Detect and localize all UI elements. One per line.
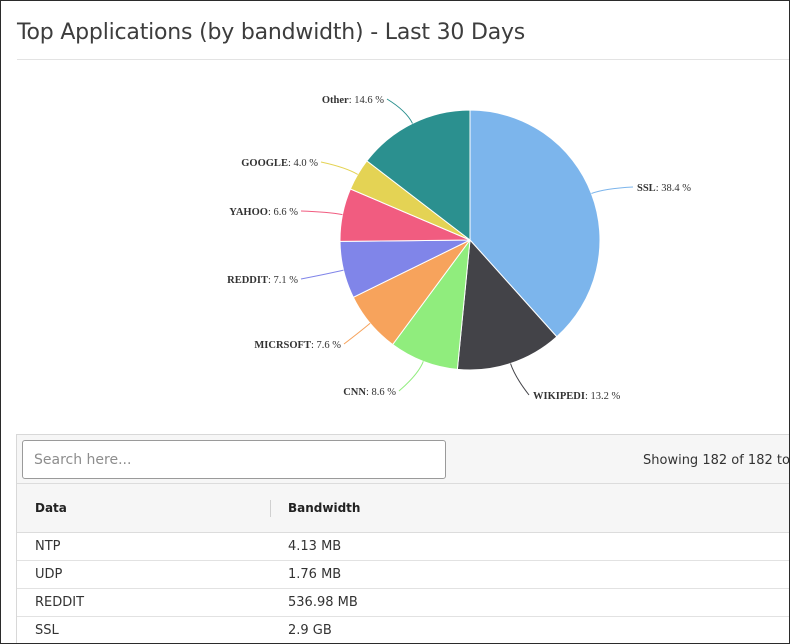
cell-bandwidth: 536.98 MB xyxy=(288,595,358,610)
grid-toolbar: Showing 182 of 182 total xyxy=(17,435,790,484)
pie-label-other: Other: 14.6 % xyxy=(322,95,384,106)
cell-data: NTP xyxy=(35,539,61,554)
data-grid: Showing 182 of 182 total Data Bandwidth … xyxy=(16,434,790,643)
table-header: Data Bandwidth xyxy=(17,484,789,533)
pie-connector-other xyxy=(386,98,413,124)
pie-connector-cnn xyxy=(398,361,424,392)
pie-label-micrsoft: MICRSOFT: 7.6 % xyxy=(254,340,341,351)
cell-bandwidth: 4.13 MB xyxy=(288,539,342,554)
cell-data: SSL xyxy=(35,623,59,638)
pie-connector-google xyxy=(320,161,359,175)
pie-slice-wikipedi[interactable] xyxy=(456,238,558,371)
cell-data: UDP xyxy=(35,567,63,582)
pie-connector-yahoo xyxy=(300,210,343,216)
cell-bandwidth: 2.9 GB xyxy=(288,623,332,638)
table-row[interactable]: UDP 1.76 MB xyxy=(17,561,789,589)
pie-slice-other[interactable] xyxy=(366,109,471,242)
column-divider xyxy=(270,500,271,517)
pie-label-reddit: REDDIT: 7.1 % xyxy=(227,275,298,286)
page-title: Top Applications (by bandwidth) - Last 3… xyxy=(17,20,526,45)
table-row[interactable]: REDDIT 536.98 MB xyxy=(17,589,789,617)
pie-label-yahoo: YAHOO: 6.6 % xyxy=(229,207,298,218)
row-count: Showing 182 of 182 total xyxy=(643,453,790,468)
pie-label-google: GOOGLE: 4.0 % xyxy=(241,158,318,169)
cell-data: REDDIT xyxy=(35,595,85,610)
pie-connector-reddit xyxy=(300,269,344,280)
pie-chart: SSL: 38.4 % WIKIPEDI: 13.2 % CNN: 8.6 % MIC… xyxy=(227,95,691,402)
pie-slice-ssl[interactable] xyxy=(469,109,601,338)
title-divider xyxy=(17,59,789,60)
pie-connector-micrsoft xyxy=(343,322,371,345)
cell-bandwidth: 1.76 MB xyxy=(288,567,342,582)
table-row[interactable]: SSL 2.9 GB xyxy=(17,617,789,643)
pie-label-wikipedi: WIKIPEDI: 13.2 % xyxy=(533,391,620,402)
pie-label-cnn: CNN: 8.6 % xyxy=(343,387,396,398)
table-row[interactable]: NTP 4.13 MB xyxy=(17,533,789,561)
pie-label-ssl: SSL: 38.4 % xyxy=(637,183,691,194)
pie-connector-wikipedi xyxy=(510,363,530,396)
column-header-data[interactable]: Data xyxy=(35,501,67,515)
pie-connector-ssl xyxy=(591,186,634,194)
search-input[interactable] xyxy=(22,440,446,479)
column-header-bandwidth[interactable]: Bandwidth xyxy=(288,501,361,515)
